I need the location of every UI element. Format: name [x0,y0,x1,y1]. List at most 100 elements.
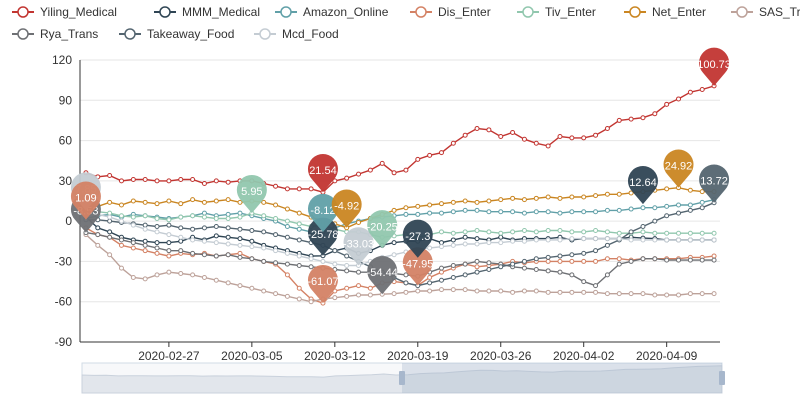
data-point [403,167,409,173]
data-point [687,187,693,193]
data-point [699,230,705,236]
pin-marker[interactable] [402,247,433,286]
pin-marker-label: -20.25 [367,221,398,233]
pin-marker[interactable] [307,217,338,256]
data-point [296,253,302,259]
data-point [130,245,136,251]
datazoom-selection[interactable] [402,363,722,393]
data-point [130,222,136,228]
legend-item-label[interactable]: Mcd_Food [282,27,339,41]
legend-icon[interactable] [280,6,292,18]
pin-marker[interactable] [343,227,374,266]
data-point [699,87,705,93]
pin-marker[interactable] [307,193,338,233]
legend-icon[interactable] [124,28,136,40]
pin-marker-label: 13.72 [700,176,728,188]
data-point [462,198,468,204]
data-point [486,229,492,235]
legend-item-label[interactable]: MMM_Medical [182,5,260,19]
data-point [95,242,101,248]
legend-item-label[interactable]: Tiv_Enter [545,5,596,19]
pin-marker-label: -54.44 [367,267,398,279]
legend-item-label[interactable]: SAS_Trans [759,5,800,19]
data-point [237,242,243,248]
data-point [273,291,279,297]
datazoom-handle[interactable] [399,371,405,385]
x-tick-label: 2020-03-19 [387,349,449,363]
data-point [498,230,504,236]
data-point [190,226,196,232]
data-point [427,245,433,251]
data-point [510,289,516,295]
pin-marker[interactable] [663,149,694,188]
data-point [107,199,113,205]
pin-marker[interactable] [307,154,338,193]
legend-icon[interactable] [629,6,641,18]
pin-marker[interactable] [331,189,362,228]
data-point [616,230,622,236]
data-point [581,209,587,215]
data-point [284,224,290,230]
data-point [593,193,599,199]
data-point [154,201,160,207]
data-point [356,219,362,225]
data-point [356,292,362,298]
legend-icon[interactable] [17,28,29,40]
data-point [640,237,646,243]
legend-icon[interactable] [259,28,271,40]
data-point [604,272,610,278]
data-point [462,261,468,267]
data-point [616,256,622,262]
pin-marker[interactable] [236,174,267,214]
legend-icon[interactable] [415,6,427,18]
data-point [118,242,124,248]
data-point [284,206,290,212]
data-point [557,289,563,295]
data-point [604,256,610,262]
data-point [533,237,539,243]
data-point [154,272,160,278]
data-point [273,248,279,254]
data-point [545,254,551,260]
data-point [178,234,184,240]
legend-item-label[interactable]: Amazon_Online [303,5,389,19]
legend-item-label[interactable]: Net_Enter [652,5,706,19]
data-point [593,258,599,264]
legend-item-label[interactable]: Dis_Enter [438,5,491,19]
data-point [581,250,587,256]
data-point [545,209,551,215]
legend-item-label[interactable]: Rya_Trans [40,27,98,41]
data-point [213,224,219,230]
pin-marker[interactable] [402,219,433,258]
legend-item-label[interactable]: Yiling_Medical [40,5,117,19]
legend-icon[interactable] [736,6,748,18]
data-point [130,177,136,183]
pin-marker[interactable] [367,256,398,295]
data-point [296,210,302,216]
legend-icon[interactable] [17,6,29,18]
pin-marker[interactable] [699,47,730,86]
data-point [486,266,492,272]
data-point [178,201,184,207]
data-point [486,288,492,294]
data-point [569,229,575,235]
pin-marker[interactable] [699,164,730,203]
data-point [652,237,658,243]
pin-marker[interactable] [627,165,658,205]
data-point [107,214,113,220]
pin-marker[interactable] [70,181,101,220]
data-point [652,230,658,236]
data-point [284,234,290,240]
y-tick-label: -60 [55,295,73,309]
data-point [545,289,551,295]
data-point [130,198,136,204]
legend-icon[interactable] [522,6,534,18]
datazoom-handle[interactable] [719,371,725,385]
pin-marker[interactable] [367,210,398,249]
legend-icon[interactable] [159,6,171,18]
data-point [95,225,101,231]
legend-item-label[interactable]: Takeaway_Food [147,27,234,41]
data-point [332,261,338,267]
data-point [557,195,563,201]
pin-marker[interactable] [307,264,338,304]
